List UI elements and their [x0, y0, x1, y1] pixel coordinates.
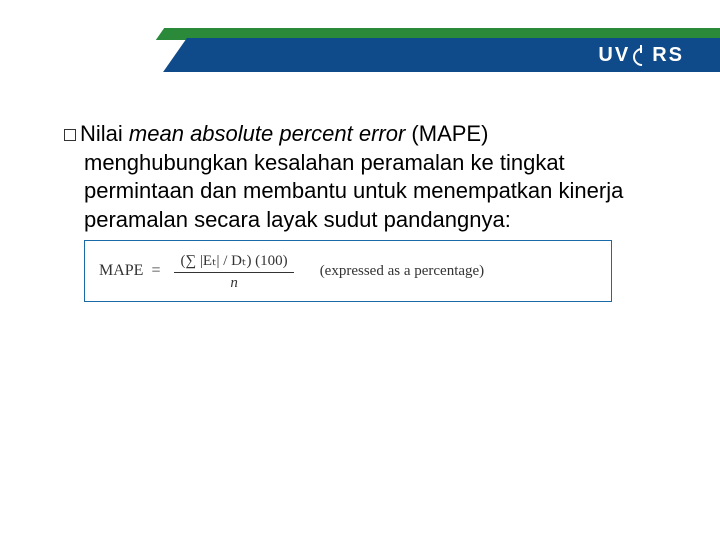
equals-sign: =	[151, 262, 160, 280]
logo-text-left: UV	[598, 44, 630, 67]
italic-term: mean absolute percent error	[129, 121, 405, 146]
lead-word: Nilai	[80, 121, 123, 146]
fraction: (∑ |Eₜ| / Dₜ) (100) n	[174, 251, 293, 292]
compass-icon	[632, 47, 650, 65]
slide-body: Nilai mean absolute percent error (MAPE)…	[64, 120, 654, 302]
bullet-square-icon	[64, 129, 76, 141]
formula-expression: MAPE = (∑ |Eₜ| / Dₜ) (100) n (expressed …	[99, 251, 484, 292]
formula-label: MAPE	[99, 262, 143, 280]
body-paragraph: Nilai mean absolute percent error (MAPE)…	[64, 120, 654, 234]
acronym: (MAPE)	[411, 121, 488, 146]
numerator: (∑ |Eₜ| / Dₜ) (100)	[174, 251, 293, 273]
formula-box: MAPE = (∑ |Eₜ| / Dₜ) (100) n (expressed …	[84, 240, 612, 302]
logo-text-right: RS	[652, 44, 684, 67]
logo: UV RS	[598, 44, 684, 67]
formula-note: (expressed as a percentage)	[320, 263, 485, 280]
continuation-text: menghubungkan kesalahan peramalan ke tin…	[84, 149, 654, 235]
slide-header: UV RS	[0, 0, 720, 70]
denominator: n	[230, 273, 238, 292]
